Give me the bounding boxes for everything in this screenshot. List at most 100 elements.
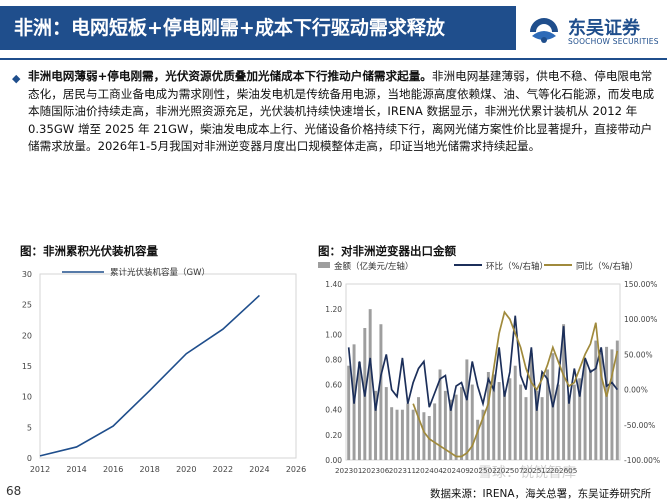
- bar-amount: [594, 340, 598, 460]
- right-tick-label: 150.00%: [624, 280, 657, 289]
- left-figure-title: 图：非洲累积光伏装机容量: [20, 244, 158, 258]
- bar-amount: [556, 384, 560, 460]
- left-tick-label: 0.80: [325, 355, 342, 364]
- bar-amount: [384, 387, 388, 460]
- bar-amount: [535, 390, 539, 460]
- right-tick-label: 50.00%: [624, 350, 653, 359]
- bar-amount: [486, 372, 490, 460]
- bar-amount: [605, 346, 609, 460]
- bar-amount: [368, 309, 372, 460]
- bar-amount: [400, 409, 404, 460]
- right-figure-title: 图：对非洲逆变器出口金额: [318, 244, 456, 258]
- x-tick-label: 202512: [523, 466, 550, 475]
- logo: 东吴证券 SOOCHOW SECURITIES: [528, 14, 660, 50]
- bar-amount: [374, 390, 378, 460]
- bar-amount: [492, 374, 496, 460]
- x-tick-label: 202507: [496, 466, 523, 475]
- bar-amount: [411, 409, 415, 460]
- bar-amount: [610, 349, 614, 460]
- legend-label-amount: 金额（亿美元/左轴）: [334, 261, 413, 272]
- bar-amount: [545, 369, 549, 460]
- bar-amount: [422, 412, 426, 460]
- x-tick-label: 202404: [416, 466, 444, 475]
- data-source: 数据来源：IRENA，海关总署，东吴证券研究所: [430, 488, 652, 500]
- left-tick-label: 1.40: [325, 280, 342, 289]
- body-paragraph: 非洲电网薄弱+停电刚需，光伏资源优质叠加光储成本下行推动户储需求起量。非洲电网基…: [28, 68, 658, 156]
- y-tick-label: 15: [22, 362, 32, 371]
- legend-swatch-amount: [318, 262, 330, 268]
- x-tick-label: 2014: [66, 465, 86, 474]
- right-chart: 金额（亿美元/左轴） 环比（%/右轴） 同比（%/右轴） 0.00 0.20 0.40 0.…: [318, 261, 660, 475]
- x-tick-label: 2016: [103, 465, 123, 474]
- series-line-capacity: [39, 294, 260, 457]
- bar-amount: [513, 365, 517, 460]
- bar-amount: [615, 340, 619, 460]
- y-tick-label: 5: [27, 423, 32, 432]
- bar-amount: [438, 369, 442, 460]
- bar-amount: [497, 382, 501, 460]
- logo-name: 东吴证券: [568, 18, 640, 39]
- bar-amount: [599, 353, 603, 460]
- x-tick-label: 202311: [389, 466, 416, 475]
- x-tick-label: 202301: [335, 466, 362, 475]
- y-tick-label: 0: [27, 454, 32, 463]
- legend-label-mom: 环比（%/右轴）: [486, 261, 548, 272]
- bar-amount: [567, 397, 571, 460]
- left-chart: 0 5 10 15 20 25 30 2012 2014 2016 2018 2020 2022 2024…: [22, 267, 306, 474]
- bar-amount: [395, 409, 399, 460]
- left-tick-label: 0.40: [325, 406, 342, 415]
- left-tick-label: 0.20: [325, 431, 342, 440]
- bar-amount: [583, 361, 587, 460]
- bar-amount: [357, 361, 361, 460]
- page-number: 68: [6, 484, 22, 498]
- x-tick-label: 2024: [249, 465, 269, 474]
- bar-amount: [454, 394, 458, 460]
- bar-amount: [562, 324, 566, 460]
- left-tick-label: 1.00: [325, 330, 342, 339]
- bar-amount: [578, 378, 582, 460]
- y-tick-label: 10: [22, 393, 32, 402]
- bar-amount: [465, 359, 469, 460]
- bar-amount: [417, 397, 421, 460]
- series-line-mom: [347, 315, 618, 411]
- left-tick-label: 0.00: [325, 456, 342, 465]
- x-tick-label: 2018: [140, 465, 160, 474]
- page-title: 非洲：电网短板+停电刚需+成本下行驱动需求释放: [14, 17, 445, 39]
- bar-amount: [379, 324, 383, 460]
- x-tick-label: 2020: [176, 465, 196, 474]
- bar-amount: [470, 384, 474, 460]
- legend-label-yoy: 同比（%/右轴）: [576, 261, 638, 272]
- bar-amount: [460, 387, 463, 460]
- right-tick-label: -50.00%: [624, 421, 655, 430]
- right-tick-label: 100.00%: [624, 315, 657, 324]
- body-lead: 非洲电网薄弱+停电刚需，光伏资源优质叠加光储成本下行推动户储需求起量。: [28, 69, 432, 83]
- bar-amount: [588, 369, 592, 460]
- body-text: 非洲电网基建薄弱，供电不稳、停电限电常态化，居民与工商业备电成为需求刚性，柴油发…: [28, 69, 655, 153]
- right-tick-label: 0.00%: [624, 386, 648, 395]
- bar-amount: [390, 407, 394, 460]
- x-tick-label: 202306: [362, 466, 390, 475]
- x-tick-label: 2012: [30, 465, 50, 474]
- bar-amount: [476, 419, 480, 460]
- bar-amount: [449, 399, 453, 460]
- x-tick-label: 2026: [286, 465, 306, 474]
- bar-amount: [481, 409, 485, 460]
- y-tick-label: 20: [22, 331, 32, 340]
- x-tick-label: 202605: [550, 466, 577, 475]
- header-rule: [0, 58, 667, 60]
- bar-amount: [572, 384, 576, 460]
- x-tick-label: 2022: [213, 465, 233, 474]
- bar-amount: [524, 397, 528, 460]
- bar-amount: [443, 390, 447, 460]
- bar-amount: [433, 403, 437, 460]
- bar-amount: [508, 378, 512, 460]
- right-tick-label: -100.00%: [624, 456, 660, 465]
- left-tick-label: 0.60: [325, 381, 342, 390]
- bar-amount: [347, 365, 351, 460]
- y-tick-label: 30: [22, 270, 32, 279]
- legend-label: 累计光伏装机容量（GW）: [110, 267, 210, 278]
- logo-english-name: SOOCHOW SECURITIES: [568, 37, 659, 46]
- y-tick-label: 25: [22, 301, 32, 310]
- bar-amount: [540, 397, 544, 460]
- bar-amount: [406, 403, 410, 460]
